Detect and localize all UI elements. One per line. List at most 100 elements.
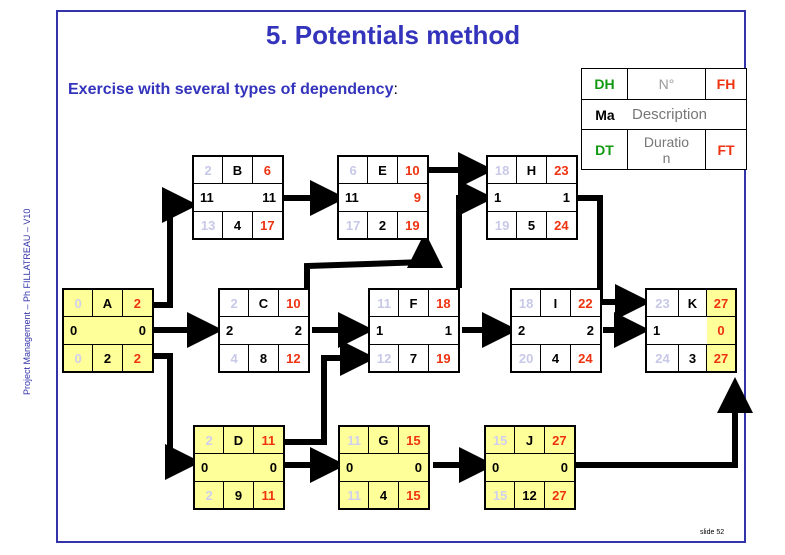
task-b-center — [223, 184, 252, 211]
task-h-late-finish: 24 — [546, 211, 576, 238]
task-g-duration: 4 — [369, 481, 399, 508]
task-d-total-margin: 0 — [269, 460, 277, 475]
task-k-node: 23 K 27 1 0 24 3 27 — [645, 288, 737, 373]
task-e-center — [368, 184, 397, 211]
task-a-early-finish: 2 — [122, 290, 152, 317]
task-g-free-margin: 0 — [346, 460, 354, 475]
task-b-duration: 4 — [223, 211, 253, 238]
task-k-late-start: 24 — [647, 344, 679, 371]
task-d-duration: 9 — [224, 481, 254, 508]
task-f-late-start: 12 — [370, 344, 400, 371]
task-b-total-margin: 11 — [262, 190, 276, 205]
task-h-total-margin: 1 — [562, 190, 570, 205]
task-c-node: 2 C 10 2 2 4 8 12 — [218, 288, 310, 373]
task-j-name: J — [515, 427, 545, 454]
task-a-duration: 2 — [93, 344, 123, 371]
task-e-free-margin: 11 — [345, 190, 359, 205]
legend-ma: Ma — [582, 100, 628, 130]
task-i-free-margin: 2 — [518, 323, 526, 338]
task-c-free-margin: 2 — [226, 323, 234, 338]
task-h-node: 18 H 23 1 1 19 5 24 — [486, 155, 578, 240]
task-i-early-start: 18 — [512, 290, 542, 317]
arrow-j-k — [574, 377, 753, 468]
task-i-late-finish: 24 — [570, 344, 600, 371]
task-i-early-finish: 22 — [570, 290, 600, 317]
arrow-c-e — [304, 232, 443, 288]
task-k-free-margin: 1 — [653, 323, 661, 338]
task-e-duration: 2 — [368, 211, 398, 238]
task-e-total-margin: 9 — [413, 190, 421, 205]
task-d-late-finish: 11 — [253, 481, 283, 508]
task-f-duration: 7 — [399, 344, 429, 371]
legend-duration: Duratio n — [628, 130, 706, 169]
task-j-total-margin: 0 — [560, 460, 568, 475]
task-c-early-finish: 10 — [278, 290, 308, 317]
arrow-h-k — [577, 195, 651, 320]
task-k-name: K — [679, 290, 707, 317]
arrow-a-b — [152, 187, 198, 308]
task-k-duration: 3 — [679, 344, 707, 371]
task-b-late-finish: 17 — [252, 211, 282, 238]
legend-ft: FT — [717, 141, 735, 158]
task-d-name: D — [224, 427, 254, 454]
task-f-center — [399, 317, 428, 344]
task-k-total-margin: 0 — [707, 317, 735, 344]
task-g-total-margin: 0 — [414, 460, 422, 475]
task-d-center — [224, 454, 253, 481]
task-d-free-margin: 0 — [201, 460, 209, 475]
task-j-free-margin: 0 — [492, 460, 500, 475]
task-i-node: 18 I 22 2 2 20 4 24 — [510, 288, 602, 373]
slide-number: slide 52 — [700, 529, 725, 536]
task-b-name: B — [223, 157, 253, 184]
task-d-node: 2 D 11 0 0 2 9 11 — [193, 425, 285, 510]
task-c-total-margin: 2 — [294, 323, 302, 338]
legend-fh: FH — [706, 69, 746, 100]
task-f-late-finish: 19 — [428, 344, 458, 371]
task-a-node: 0 A 2 0 0 0 2 2 — [62, 288, 154, 373]
task-e-late-finish: 19 — [397, 211, 427, 238]
task-h-name: H — [517, 157, 547, 184]
task-g-early-finish: 15 — [398, 427, 428, 454]
task-a-name: A — [93, 290, 123, 317]
task-a-center — [93, 317, 122, 344]
task-i-late-start: 20 — [512, 344, 542, 371]
task-g-name: G — [369, 427, 399, 454]
task-j-early-finish: 27 — [544, 427, 574, 454]
task-i-name: I — [541, 290, 571, 317]
slide-title: 5. Potentials method — [265, 20, 521, 50]
task-a-total-margin: 0 — [138, 323, 146, 338]
arrow-d-f — [285, 340, 376, 445]
task-k-early-finish: 27 — [707, 290, 735, 317]
task-c-late-finish: 12 — [278, 344, 308, 371]
slide-frame — [56, 10, 746, 543]
task-j-duration: 12 — [515, 481, 545, 508]
task-c-duration: 8 — [249, 344, 279, 371]
task-j-late-start: 15 — [486, 481, 516, 508]
task-c-early-start: 2 — [220, 290, 250, 317]
legend-dh: DH — [582, 69, 628, 100]
task-e-early-start: 6 — [339, 157, 369, 184]
task-i-center — [541, 317, 570, 344]
legend-number: N° — [628, 69, 706, 100]
task-b-early-start: 2 — [194, 157, 224, 184]
task-d-early-finish: 11 — [253, 427, 283, 454]
task-j-center — [515, 454, 544, 481]
task-a-early-start: 0 — [64, 290, 94, 317]
task-g-late-finish: 15 — [398, 481, 428, 508]
task-b-late-start: 13 — [194, 211, 224, 238]
task-e-early-finish: 10 — [397, 157, 427, 184]
task-f-early-start: 11 — [370, 290, 400, 317]
task-g-center — [369, 454, 398, 481]
task-g-early-start: 11 — [340, 427, 370, 454]
task-d-late-start: 2 — [195, 481, 225, 508]
task-k-center — [679, 317, 707, 344]
task-a-late-start: 0 — [64, 344, 94, 371]
task-c-center — [249, 317, 278, 344]
subtitle-text: Exercise with several types of dependenc… — [68, 81, 394, 98]
task-c-name: C — [249, 290, 279, 317]
task-i-duration: 4 — [541, 344, 571, 371]
task-f-total-margin: 1 — [444, 323, 452, 338]
task-g-node: 11 G 15 0 0 11 4 15 — [338, 425, 430, 510]
task-e-late-start: 17 — [339, 211, 369, 238]
